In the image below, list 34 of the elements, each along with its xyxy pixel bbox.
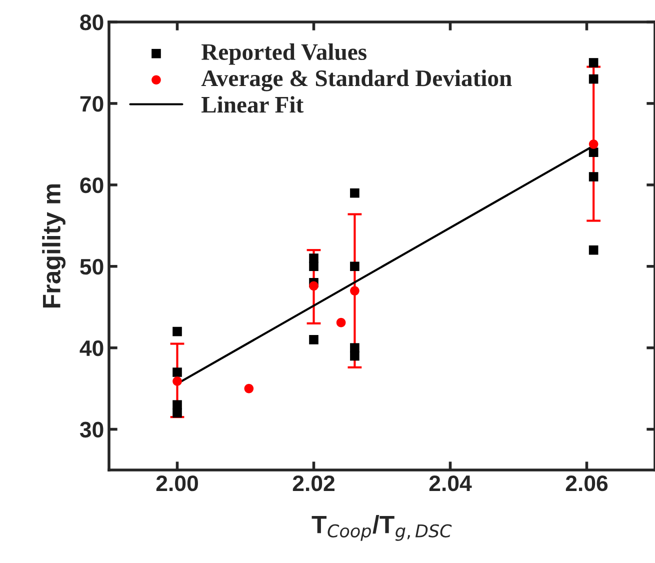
x-tick-label: 2.02 (292, 475, 334, 492)
point (350, 262, 360, 272)
point (350, 188, 360, 198)
point (588, 172, 598, 182)
point (172, 408, 182, 418)
y-tick-label: 30 (80, 422, 104, 438)
y-tick-label: 70 (80, 96, 104, 112)
point (588, 148, 598, 157)
point (309, 262, 318, 272)
legend-label: Average & Standard Deviation (201, 70, 512, 92)
point (350, 351, 360, 361)
y-tick-label: 50 (80, 258, 104, 275)
legend-label: Reported Values (201, 43, 366, 65)
legend-label: Linear Fit (201, 96, 304, 113)
x-tick-label: 2.00 (156, 475, 198, 492)
x-axis-title: T$_{Coop}$/T$_{g,DSC}$ (312, 515, 452, 541)
point (244, 384, 254, 394)
x-tick-label: 2.04 (429, 475, 472, 492)
point (588, 58, 598, 68)
y-tick-label: 40 (80, 340, 104, 356)
point (309, 335, 318, 344)
point (588, 245, 598, 255)
point (336, 318, 346, 328)
point (588, 74, 598, 84)
point (588, 140, 598, 149)
point (172, 376, 182, 386)
point (350, 286, 360, 296)
point (172, 326, 182, 336)
point (309, 281, 318, 291)
y-tick-label: 80 (80, 14, 104, 30)
x-tick-label: 2.06 (566, 475, 608, 492)
y-axis-title: Fragility m (42, 184, 66, 308)
point (172, 368, 182, 377)
y-tick-label: 60 (80, 177, 104, 194)
